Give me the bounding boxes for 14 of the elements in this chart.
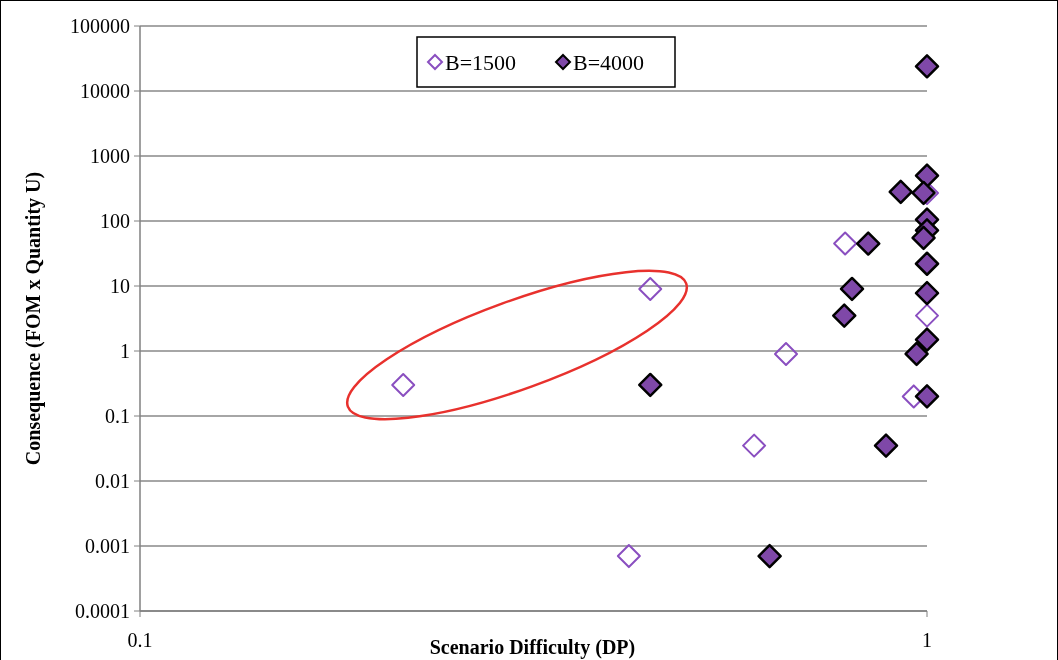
y-tick-label: 1 [120, 340, 130, 362]
y-tick-label: 100000 [70, 15, 130, 37]
y-tick-label: 0.0001 [75, 600, 130, 622]
y-tick-label: 0.01 [95, 470, 130, 492]
y-tick-label: 0.1 [105, 405, 130, 427]
legend-label: B=4000 [573, 50, 645, 75]
y-tick-label: 10000 [80, 80, 130, 102]
y-axis-title: Consequence (FOM x Quantity U) [22, 171, 45, 466]
y-tick-label: 10 [110, 275, 130, 297]
legend-label: B=1500 [445, 50, 517, 75]
y-tick-label: 100 [100, 210, 130, 232]
x-axis-title: Scenario Difficulty (DP) [429, 636, 636, 659]
y-tick-label: 1000 [90, 145, 130, 167]
y-tick-label: 0.001 [85, 535, 130, 557]
